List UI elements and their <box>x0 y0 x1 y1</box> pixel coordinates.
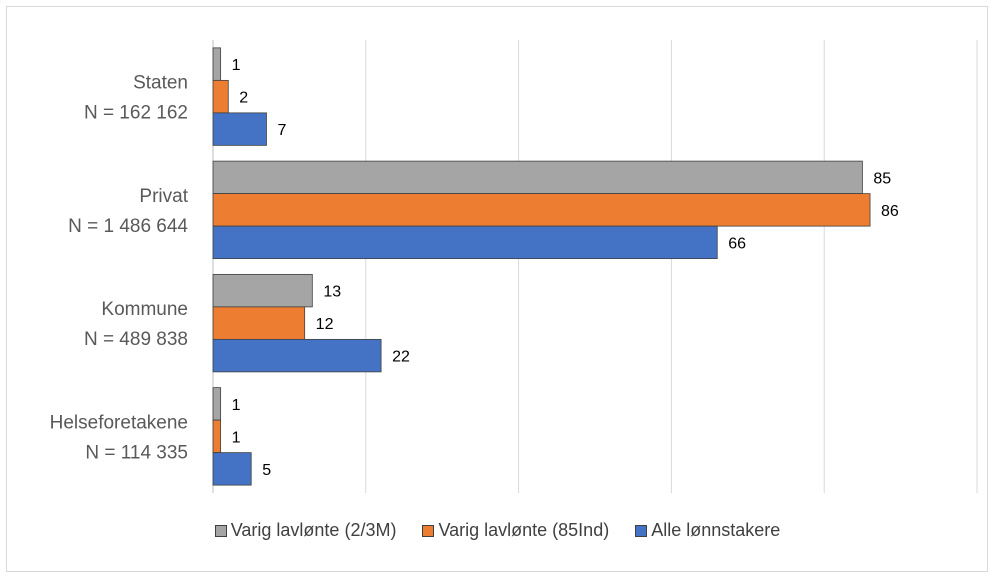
data-label: 1 <box>232 57 241 74</box>
category-label: Privat <box>139 186 188 207</box>
category-label: Staten <box>133 73 188 94</box>
legend-item: Varig lavlønte (2/3M) <box>214 520 397 541</box>
data-label: 13 <box>323 284 341 301</box>
legend: Varig lavlønte (2/3M) Varig lavlønte (85I… <box>0 520 995 541</box>
legend-swatch <box>214 524 227 537</box>
bar <box>212 193 871 227</box>
data-label: 85 <box>873 170 891 187</box>
legend-item: Varig lavlønte (85Ind) <box>422 520 609 541</box>
data-label: 86 <box>881 203 899 220</box>
bar <box>212 160 863 195</box>
bar <box>212 273 313 308</box>
legend-swatch <box>635 524 648 537</box>
bar <box>212 225 718 260</box>
category-n-label: N = 1 486 644 <box>68 216 188 237</box>
bar <box>212 112 267 146</box>
bar <box>212 47 222 81</box>
category-n-label: N = 162 162 <box>84 103 188 124</box>
category-label: Kommune <box>101 299 188 320</box>
data-label: 5 <box>262 462 271 479</box>
legend-label: Varig lavlønte (2/3M) <box>230 520 397 540</box>
bar <box>212 338 382 373</box>
bar <box>212 452 252 486</box>
data-label: 22 <box>392 349 410 366</box>
data-label: 12 <box>316 316 334 333</box>
data-label: 2 <box>239 90 248 107</box>
bar <box>212 419 222 454</box>
legend-item: Alle lønnstakere <box>635 520 780 541</box>
data-label: 1 <box>232 397 241 414</box>
data-label: 66 <box>728 235 746 252</box>
bar <box>212 387 222 421</box>
legend-swatch <box>422 524 435 537</box>
category-n-label: N = 114 335 <box>85 442 188 463</box>
legend-label: Varig lavlønte (85Ind) <box>438 520 610 540</box>
bar <box>212 306 306 340</box>
data-label: 1 <box>232 429 241 446</box>
category-label: Helseforetakene <box>50 412 188 433</box>
category-n-label: N = 489 838 <box>84 329 188 350</box>
data-label: 7 <box>277 122 286 139</box>
bar <box>212 79 229 114</box>
legend-label: Alle lønnstakere <box>651 520 781 540</box>
